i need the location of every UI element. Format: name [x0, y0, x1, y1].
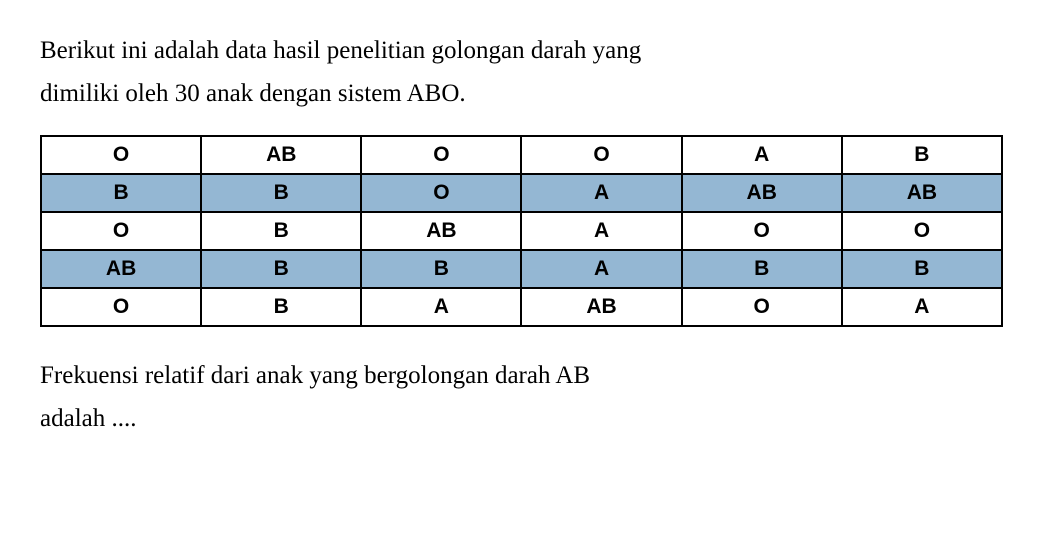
table-row: O B A AB O A	[41, 288, 1002, 326]
table-cell: AB	[521, 288, 681, 326]
table-cell: AB	[201, 136, 361, 174]
table-cell: A	[682, 136, 842, 174]
table-cell: B	[41, 174, 201, 212]
table-cell: O	[41, 212, 201, 250]
table-cell: O	[521, 136, 681, 174]
table-cell: O	[682, 288, 842, 326]
table-cell: O	[41, 136, 201, 174]
table-cell: B	[201, 288, 361, 326]
table-cell: B	[201, 250, 361, 288]
table-cell: AB	[361, 212, 521, 250]
table-cell: O	[361, 174, 521, 212]
table-row: B B O A AB AB	[41, 174, 1002, 212]
table-cell: O	[682, 212, 842, 250]
table-cell: B	[201, 174, 361, 212]
table-cell: A	[842, 288, 1002, 326]
question-line-1: Berikut ini adalah data hasil penelitian…	[40, 37, 641, 64]
question-text: Berikut ini adalah data hasil penelitian…	[40, 30, 1003, 115]
table-cell: O	[842, 212, 1002, 250]
table-row: O AB O O A B	[41, 136, 1002, 174]
table-cell: O	[361, 136, 521, 174]
table-cell: AB	[682, 174, 842, 212]
table-cell: A	[361, 288, 521, 326]
table-cell: B	[361, 250, 521, 288]
table-cell: O	[41, 288, 201, 326]
table-cell: B	[201, 212, 361, 250]
table-cell: A	[521, 212, 681, 250]
table-row: AB B B A B B	[41, 250, 1002, 288]
table-cell: B	[842, 250, 1002, 288]
blood-type-table: O AB O O A B B B O A AB AB O B AB A O O …	[40, 135, 1003, 327]
question-line-2: dimiliki oleh 30 anak dengan sistem ABO.	[40, 80, 466, 107]
table-cell: B	[842, 136, 1002, 174]
table-cell: AB	[842, 174, 1002, 212]
table-cell: B	[682, 250, 842, 288]
table-cell: AB	[41, 250, 201, 288]
table-row: O B AB A O O	[41, 212, 1002, 250]
table-cell: A	[521, 250, 681, 288]
answer-prompt: Frekuensi relatif dari anak yang bergolo…	[40, 355, 1003, 440]
answer-line-2: adalah ....	[40, 405, 136, 432]
table-cell: A	[521, 174, 681, 212]
answer-line-1: Frekuensi relatif dari anak yang bergolo…	[40, 362, 590, 389]
